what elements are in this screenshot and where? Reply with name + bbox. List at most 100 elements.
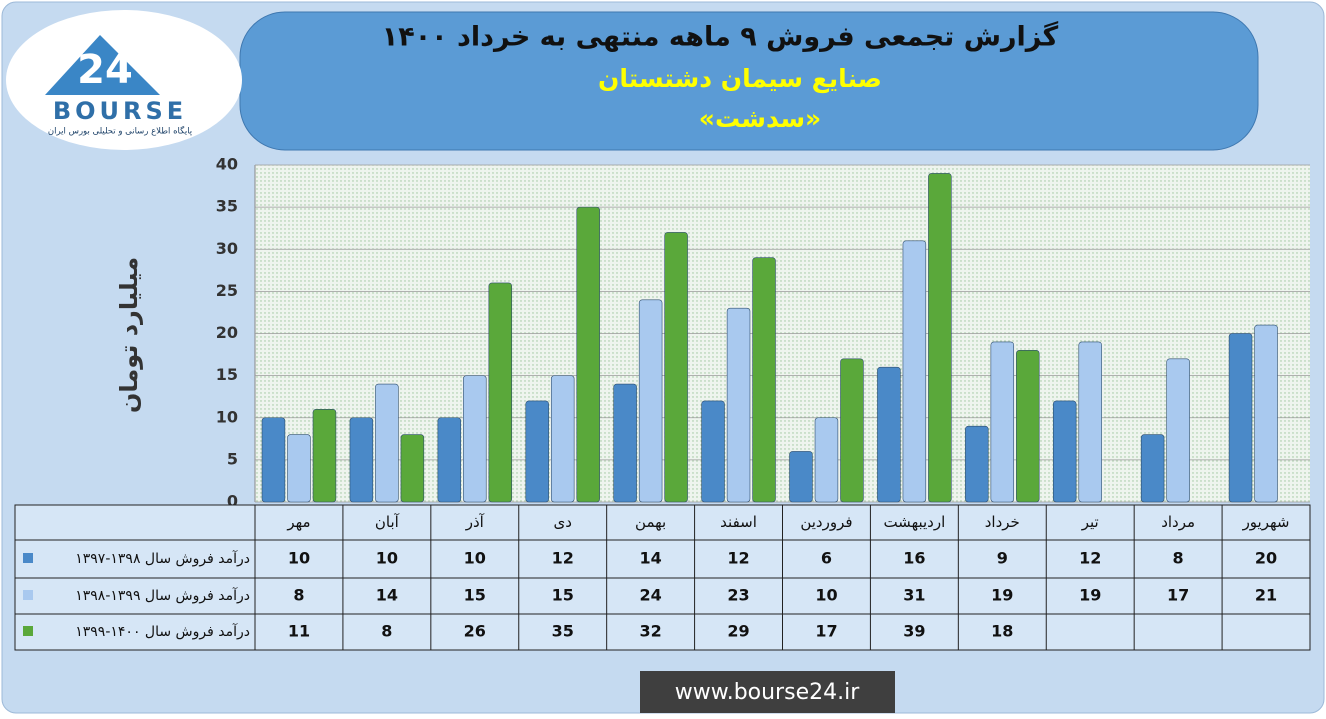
bar [752,257,776,503]
table-value: 15 [464,586,486,605]
bar [726,307,751,503]
table-value: 8 [1173,549,1184,568]
table-value: 11 [288,622,310,641]
table-value: 16 [903,549,925,568]
y-tick-label: 30 [216,239,238,258]
chart-subtitle: «سدشت» [699,104,821,133]
table-value: 10 [815,586,837,605]
y-tick-label: 15 [216,365,238,384]
table-value: 14 [639,549,661,568]
table-value: 17 [1167,586,1189,605]
bar [664,232,688,503]
table-value: 14 [376,586,398,605]
bar [525,400,549,503]
bar [877,366,901,503]
bar [814,417,839,503]
table-value: 17 [815,622,837,641]
table-value: 8 [381,622,392,641]
table-value: 29 [727,622,749,641]
y-tick-label: 10 [216,407,238,426]
bar [1254,324,1278,503]
bar [550,375,575,503]
table-value: 12 [552,549,574,568]
table-value: 18 [991,622,1013,641]
footer-box [640,671,895,713]
table-value: 19 [991,586,1013,605]
category-label: مهر [286,513,310,531]
bar [400,434,425,503]
bar [902,240,927,503]
bar [928,173,952,503]
legend-label: درآمد فروش سال ۱۳۹۸-۱۳۹۷ [75,550,250,567]
bar [488,282,513,503]
legend-swatch [23,626,33,636]
category-label: خرداد [985,513,1020,531]
logo-tagline: پایگاه اطلاع رسانی و تحلیلی بورس ایران [48,126,193,137]
category-label: آذر [465,513,485,531]
y-tick-label: 20 [216,323,238,342]
y-tick-label: 25 [216,281,238,300]
bar [613,383,637,503]
bar [463,375,487,503]
legend-label: درآمد فروش سال ۱۴۰۰-۱۳۹۹ [75,623,250,640]
bar [638,299,663,503]
category-label: شهریور [1242,513,1290,531]
y-tick-label: 35 [216,197,238,216]
bar [1166,358,1190,503]
bar [965,425,989,503]
bar [576,206,600,503]
bar [1016,350,1040,503]
bar [437,417,462,503]
category-label: دی [553,513,571,531]
table-value: 19 [1079,586,1101,605]
table-value: 15 [552,586,574,605]
table-value: 12 [1079,549,1101,568]
table-value: 39 [903,622,925,641]
category-label: مرداد [1161,513,1195,531]
category-label: فروردین [800,513,852,531]
category-label: بهمن [635,513,666,531]
logo-name: BOURSE [53,97,187,125]
bar [1140,434,1165,503]
table-value: 10 [376,549,398,568]
bar [349,417,374,503]
logo-shape [45,35,160,95]
legend-swatch [23,553,33,563]
table-value: 8 [293,586,304,605]
y-tick-label: 5 [227,449,238,468]
table-value: 23 [727,586,749,605]
legend-label: درآمد فروش سال ۱۳۹۹-۱۳۹۸ [75,587,250,604]
bar [1228,333,1253,503]
y-axis-label: میلیارد تومان [115,257,143,413]
bar [990,341,1015,503]
table-value: 20 [1255,549,1277,568]
table-value: 12 [727,549,749,568]
table-value: 21 [1255,586,1277,605]
bar [261,417,286,503]
table-value: 32 [639,622,661,641]
category-label: آبان [375,513,400,531]
bar [375,383,399,503]
category-label: تیر [1081,513,1099,531]
table-value: 9 [997,549,1008,568]
y-tick-label: 40 [216,155,238,174]
category-label: اسفند [720,513,757,531]
table-value: 10 [464,549,486,568]
table-value: 10 [288,549,310,568]
bar [789,451,813,503]
table-value: 24 [639,586,661,605]
table-value: 35 [552,622,574,641]
table-value: 26 [464,622,486,641]
bar [701,400,725,503]
bar [287,434,311,503]
logo-mark: 24 [77,47,133,93]
table-value: 6 [821,549,832,568]
legend-swatch [23,590,33,600]
bar [312,409,337,503]
category-label: اردیبهشت [883,513,945,531]
bar [840,358,864,503]
bar [1052,400,1077,503]
chart-title: گزارش تجمعی فروش ۹ ماهه منتهی به خرداد ۱… [382,21,1059,53]
